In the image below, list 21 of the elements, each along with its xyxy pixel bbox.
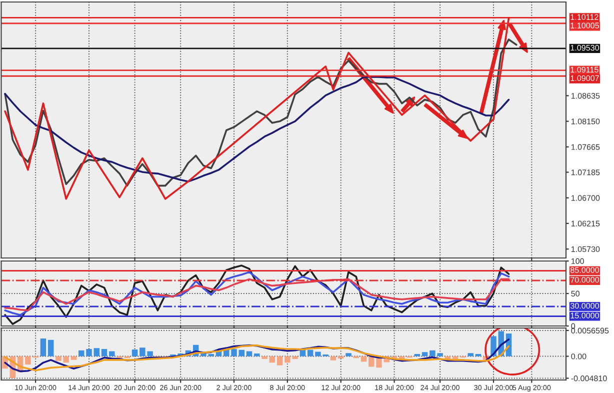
y-tick-label: 100	[571, 258, 584, 264]
y-tick-label: 1.06215	[571, 220, 600, 226]
y-tick-label: 0.0056595	[571, 328, 609, 334]
y-tick-label: 50	[571, 290, 580, 296]
y-tick-label: 1.07665	[571, 144, 600, 150]
y-tick-label: 1.08150	[571, 118, 600, 124]
y-tick-label: 1.08635	[571, 92, 600, 99]
ref-line-label: 1.09007	[570, 75, 599, 82]
y-tick-label: 1.05730	[571, 246, 600, 252]
ref-line-label: 30.0000	[570, 302, 599, 309]
y-tick-label: 1.07185	[571, 170, 600, 176]
ref-line-label: 1.10112	[570, 14, 598, 20]
ref-line-label: 70.0000	[570, 276, 599, 283]
y-tick-label: 1.06700	[571, 195, 600, 201]
ref-line-label: 15.0000	[570, 312, 599, 318]
ref-line-label: 1.09115	[570, 66, 598, 73]
y-tick-label: 0.00	[571, 354, 586, 360]
ref-line-label: 1.09530	[570, 44, 599, 51]
ref-line-label: 85.0000	[570, 267, 599, 273]
ref-line-label: 1.10005	[570, 22, 599, 28]
y-tick-label: -0.004810	[571, 376, 607, 382]
